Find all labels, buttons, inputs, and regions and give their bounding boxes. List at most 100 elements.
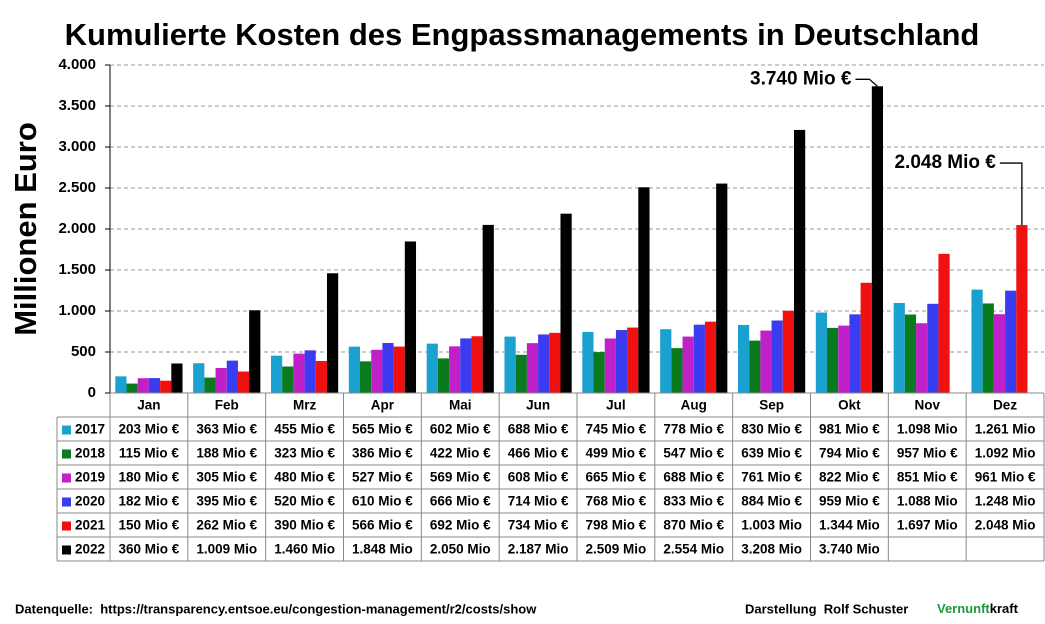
table-value: 778 Mio € — [663, 422, 724, 437]
legend-swatch — [62, 425, 71, 435]
table-value: 203 Mio € — [119, 422, 180, 437]
table-value: 455 Mio € — [274, 422, 335, 437]
bar — [627, 327, 639, 393]
legend-swatch — [62, 497, 71, 507]
table-value: 115 Mio € — [119, 446, 180, 461]
bar — [1005, 290, 1017, 393]
bar — [593, 352, 605, 393]
bar — [693, 324, 705, 393]
table-value: 2.554 Mio — [663, 542, 724, 557]
legend-swatch — [62, 449, 71, 459]
x-tick-label: Jan — [137, 398, 160, 413]
bar — [671, 348, 683, 393]
bar — [871, 86, 884, 393]
y-tick-label: 1.000 — [58, 302, 96, 319]
x-tick-label: Jul — [606, 398, 626, 413]
table-value: 188 Mio € — [196, 446, 257, 461]
legend-label: 2021 — [75, 518, 106, 533]
bar — [215, 367, 227, 393]
table-value: 2.509 Mio — [586, 542, 647, 557]
x-tick-label: Aug — [681, 398, 707, 413]
table-value: 957 Mio € — [897, 446, 958, 461]
table-value: 981 Mio € — [819, 422, 880, 437]
table-value: 768 Mio € — [586, 494, 647, 509]
table-value: 1.092 Mio — [975, 446, 1036, 461]
bar — [371, 349, 383, 393]
bar — [315, 361, 327, 393]
brand-part: Vernunft — [937, 601, 990, 616]
table-value: 1.460 Mio — [274, 542, 335, 557]
table-value: 1.261 Mio — [975, 422, 1036, 437]
table-value: 2.050 Mio — [430, 542, 491, 557]
table-value: 761 Mio € — [741, 470, 802, 485]
x-tick-label: Mrz — [293, 398, 316, 413]
bar — [282, 366, 294, 393]
bar — [204, 377, 216, 393]
bar — [293, 353, 305, 393]
bar — [860, 282, 872, 393]
table-value: 547 Mio € — [663, 446, 724, 461]
table-value: 666 Mio € — [430, 494, 491, 509]
y-tick-label: 3.000 — [58, 138, 96, 155]
legend-swatch — [62, 473, 71, 483]
y-tick-label: 500 — [71, 343, 96, 360]
bar — [893, 302, 905, 393]
table-value: 1.848 Mio — [352, 542, 413, 557]
legend-swatch — [62, 521, 71, 531]
table-value: 182 Mio € — [119, 494, 180, 509]
y-tick-label: 4.000 — [58, 56, 96, 73]
bar — [270, 355, 283, 393]
annotation: 2.048 Mio € — [894, 152, 996, 173]
bar — [160, 380, 172, 393]
table-value: 961 Mio € — [975, 470, 1036, 485]
legend-swatch — [62, 545, 71, 555]
bar — [982, 303, 994, 393]
table-value: 569 Mio € — [430, 470, 491, 485]
bar — [927, 303, 939, 393]
bar — [515, 354, 527, 393]
bar — [993, 314, 1006, 393]
x-tick-label: Apr — [371, 398, 395, 413]
table-value: 959 Mio € — [819, 494, 880, 509]
bar — [504, 336, 516, 393]
table-value: 2.048 Mio — [975, 518, 1036, 533]
bar — [360, 361, 372, 393]
table-value: 262 Mio € — [196, 518, 257, 533]
table-value: 1.009 Mio — [196, 542, 257, 557]
x-tick-label: Jun — [526, 398, 550, 413]
table-value: 390 Mio € — [274, 518, 335, 533]
table-value: 714 Mio € — [508, 494, 569, 509]
bar — [716, 183, 728, 393]
table-value: 692 Mio € — [430, 518, 491, 533]
bar — [482, 224, 494, 393]
table-value: 363 Mio € — [196, 422, 257, 437]
bar — [404, 241, 417, 393]
table-value: 527 Mio € — [352, 470, 413, 485]
table-value: 822 Mio € — [819, 470, 880, 485]
table-value: 833 Mio € — [663, 494, 724, 509]
bar — [793, 129, 806, 393]
table-value: 2.187 Mio — [508, 542, 569, 557]
bar — [904, 314, 917, 393]
bar — [1016, 225, 1028, 393]
x-tick-label: Nov — [914, 398, 940, 413]
annotation: 3.740 Mio € — [750, 68, 852, 89]
bar — [538, 334, 550, 393]
bar — [737, 324, 750, 393]
credit: Darstellung Rolf Schuster — [745, 601, 908, 616]
bar — [237, 371, 250, 393]
bar — [226, 360, 238, 393]
table-value: 422 Mio € — [430, 446, 491, 461]
bar — [348, 346, 361, 393]
table-value: 665 Mio € — [586, 470, 647, 485]
y-tick-label: 2.000 — [58, 220, 96, 237]
bar — [815, 312, 828, 393]
legend-label: 2022 — [75, 542, 105, 557]
bar — [838, 325, 850, 393]
bar — [137, 378, 149, 393]
x-tick-label: Feb — [215, 398, 239, 413]
table-value: 565 Mio € — [352, 422, 413, 437]
table-value: 520 Mio € — [274, 494, 335, 509]
bar — [193, 363, 205, 393]
table-value: 830 Mio € — [741, 422, 802, 437]
